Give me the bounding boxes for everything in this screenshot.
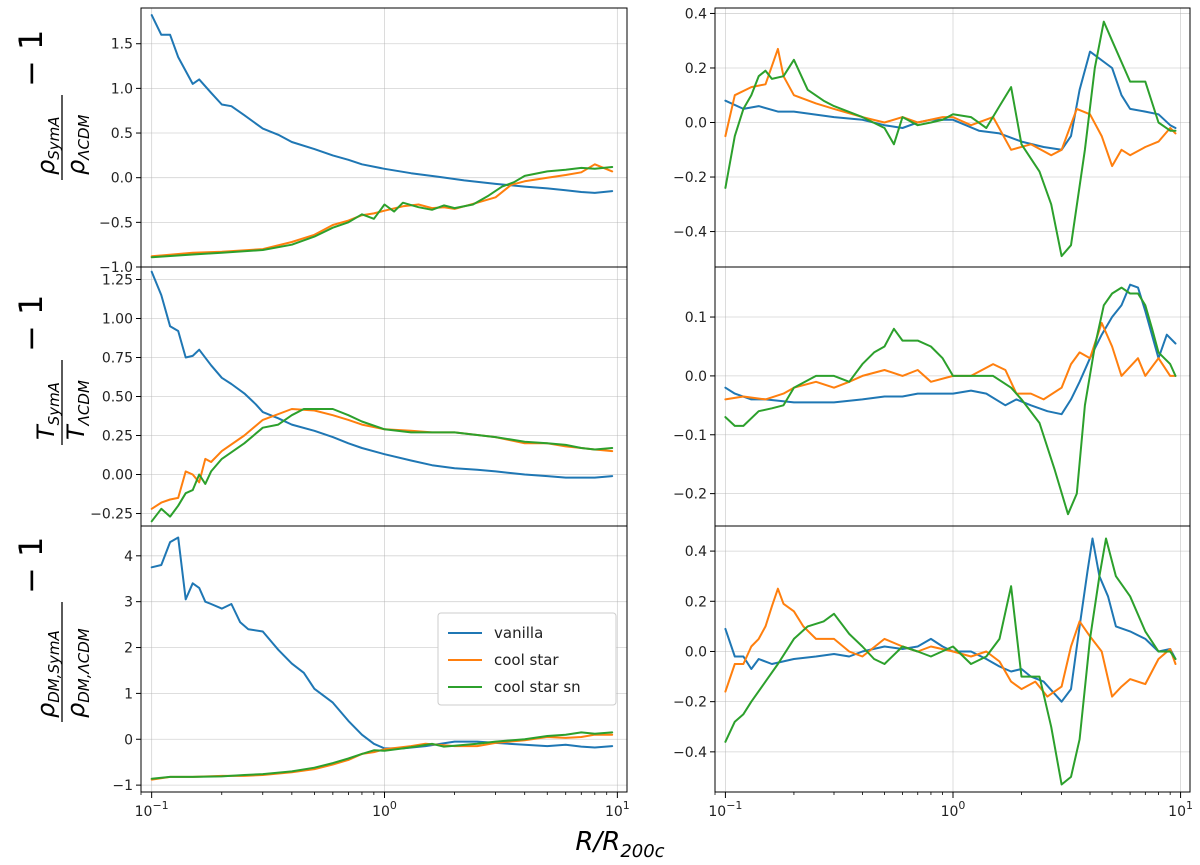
series-line-vanilla [150,270,614,479]
x-tick-label: 10−1 [135,799,169,820]
x-tick-label: 100 [941,799,966,820]
y-tick-label: −0.5 [99,215,133,231]
series-line-cool-star-sn [150,166,614,259]
y-tick-label: −1.0 [99,260,133,276]
series-line-cool-star [150,163,614,258]
y-tick-label: 1 [124,686,133,702]
y-tick-label: 0.4 [685,6,707,22]
y-tick-label: 0.2 [685,594,707,610]
y-tick-label: 0.0 [685,369,707,385]
y-tick-label: −0.4 [673,745,707,761]
series-line-vanilla [724,50,1177,151]
x-tick-label: 101 [605,799,630,820]
y-tick-label: 3 [124,595,133,611]
svg-text:TΛCDM: TΛCDM [62,380,93,440]
y-tick-label: 0.50 [102,390,133,406]
y-tick-label: −0.4 [673,225,707,241]
y-tick-label: 2 [124,641,133,657]
panel-frame [714,266,1191,527]
legend-box [437,612,617,706]
svg-text:− 1: − 1 [12,537,50,594]
panel-row1-left: 1.25 1.00 0.75 0.50 0.25 0.00 −0.25 [90,266,628,527]
ylabel-row-1: TSymA TΛCDM − 1 [12,295,93,445]
series-line-cool-star [150,733,614,781]
series-line-cool-star [724,321,1177,401]
legend-label: cool star [494,651,559,669]
y-tick-label: 1.00 [102,311,133,327]
series-line-cool-star-sn [724,286,1177,516]
panel-row1-right: 0.1 0.0 −0.1 −0.2 [673,266,1191,527]
series-line-vanilla [724,537,1177,703]
y-tick-label: 0.0 [111,171,133,187]
y-tick-label: 1.25 [102,272,133,288]
series-line-cool-star-sn [724,20,1177,258]
x-tick-label: 101 [1168,799,1193,820]
y-tick-label: 0.2 [685,61,707,77]
y-tick-label: −0.2 [673,695,707,711]
svg-text:ρSymA: ρSymA [32,116,63,175]
ylabel-row-2: ρDM,SymA ρDM,ΛCDM − 1 [12,537,93,722]
y-tick-label: 0.0 [685,644,707,660]
y-tick-label: −0.1 [673,428,707,444]
y-tick-label: −0.25 [90,507,133,523]
y-tick-label: 0.75 [102,350,133,366]
y-tick-label: 0.00 [102,468,133,484]
y-tick-label: −0.2 [673,487,707,503]
panel-frame [714,7,1191,268]
series-line-cool-star-sn [150,408,614,523]
series-line-vanilla [724,283,1177,416]
svg-text:ρΛCDM: ρΛCDM [62,114,93,175]
svg-text:− 1: − 1 [12,295,50,352]
y-tick-label: 4 [124,549,133,565]
svg-text:ρDM,SymA: ρDM,SymA [32,630,63,718]
y-tick-label: 1.5 [111,37,133,53]
panel-row2-right: 0.4 0.2 0.0 −0.2 −0.4 10−1 100 101 [673,525,1193,820]
series-line-vanilla [150,14,614,194]
series-line-cool-star [724,587,1177,698]
panel-row0-right: 0.4 0.2 0.0 −0.2 −0.4 [673,6,1191,268]
x-axis-label: R/R200c [575,827,664,861]
series-line-cool-star-sn [150,731,614,780]
x-tick-label: 100 [372,799,397,820]
legend-label: cool star sn [494,678,581,696]
ylabel-row-0: ρSymA ρΛCDM − 1 [12,30,93,180]
series-line-vanilla [150,536,614,750]
y-tick-label: 0 [124,732,133,748]
svg-text:ρDM,ΛCDM: ρDM,ΛCDM [62,628,93,718]
series-line-cool-star [724,47,1177,168]
y-tick-label: 0.5 [111,126,133,142]
y-tick-label: 1.0 [111,81,133,97]
legend-label: vanilla [494,624,543,642]
panel-frame [140,525,628,793]
y-tick-label: −1 [112,778,133,794]
panel-frame [714,525,1191,793]
y-tick-label: 0.4 [685,544,707,560]
svg-text:− 1: − 1 [12,30,50,87]
y-tick-label: 0.1 [685,310,707,326]
panel-row0-left: 1.5 1.0 0.5 0.0 −0.5 −1.0 [99,7,628,276]
y-tick-label: −0.2 [673,170,707,186]
y-tick-label: 0.25 [102,429,133,445]
x-tick-label: 10−1 [708,799,742,820]
y-tick-label: 0.0 [685,116,707,132]
legend: vanilla cool star cool star sn [437,612,617,706]
svg-text:TSymA: TSymA [32,382,63,440]
series-line-cool-star-sn [724,537,1177,786]
panel-frame [140,7,628,268]
